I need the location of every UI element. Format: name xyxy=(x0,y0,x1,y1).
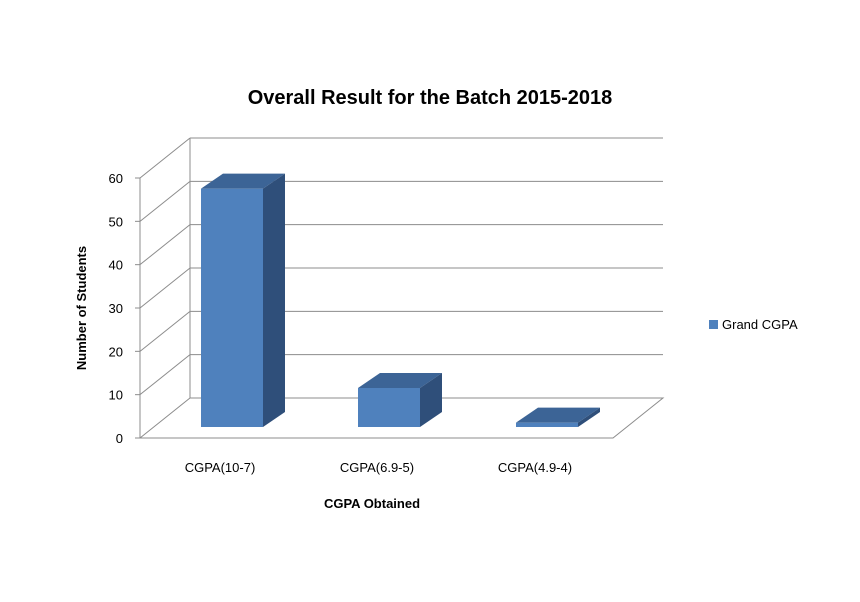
bar-side xyxy=(263,173,285,427)
bar-front xyxy=(516,422,578,427)
bars-layer xyxy=(201,173,600,427)
labels-layer: Overall Result for the Batch 2015-2018 C… xyxy=(74,87,798,511)
bar xyxy=(358,373,442,427)
floor-outline xyxy=(138,397,665,439)
gridline-diagonal xyxy=(139,310,191,352)
y-tick-label: 0 xyxy=(116,431,123,446)
y-tick-label: 40 xyxy=(109,258,123,273)
bar-side xyxy=(578,407,600,427)
bar xyxy=(201,173,285,427)
y-tick-label: 20 xyxy=(109,344,123,359)
bar-top xyxy=(516,407,600,423)
y-tick-label: 50 xyxy=(109,214,123,229)
gridline-diagonal xyxy=(139,354,191,396)
chart-title: Overall Result for the Batch 2015-2018 xyxy=(248,87,613,109)
bar-side xyxy=(420,373,442,427)
bar xyxy=(516,407,600,427)
y-tick-label: 10 xyxy=(109,388,123,403)
gridline-diagonal xyxy=(139,180,191,222)
legend-label: Grand CGPA xyxy=(722,317,798,332)
x-tick-label: CGPA(10-7) xyxy=(185,460,256,475)
gridline-diagonal xyxy=(139,224,191,266)
y-tick-label: 60 xyxy=(109,171,123,186)
bar-top xyxy=(358,373,442,388)
x-tick-label: CGPA(4.9-4) xyxy=(498,460,572,475)
x-tick-label: CGPA(6.9-5) xyxy=(340,460,414,475)
bar-front xyxy=(358,388,420,427)
y-tick-label: 30 xyxy=(109,301,123,316)
bar-top xyxy=(201,173,285,189)
x-axis-label: CGPA Obtained xyxy=(324,496,420,511)
legend-swatch xyxy=(709,320,718,329)
gridline-diagonal xyxy=(139,267,191,309)
bar-front xyxy=(201,188,263,427)
y-axis-label: Number of Students xyxy=(74,246,89,370)
gridline-diagonal xyxy=(139,137,191,179)
